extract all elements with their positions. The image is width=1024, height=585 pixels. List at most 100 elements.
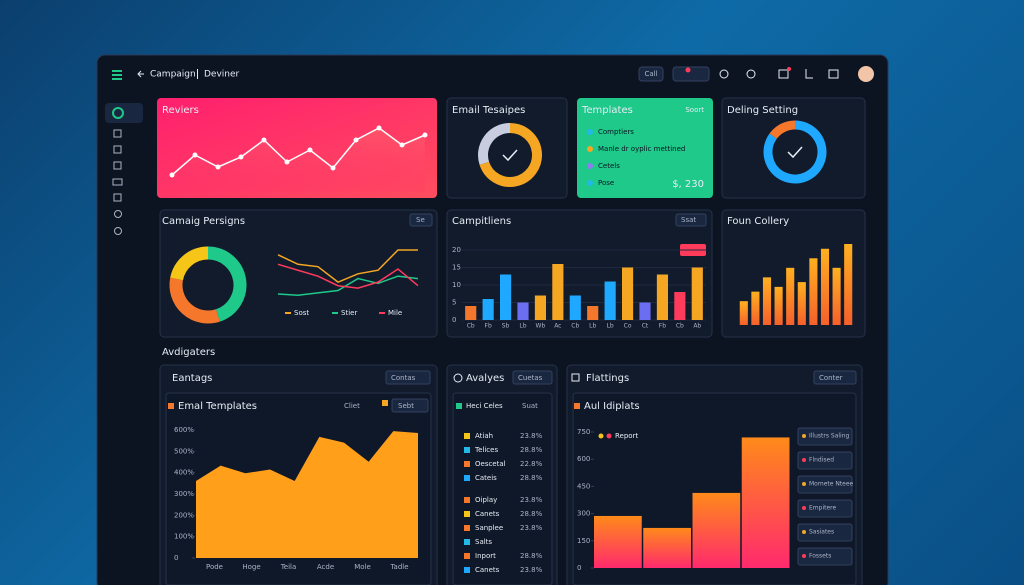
eantags-select[interactable] [391, 398, 429, 413]
separator [197, 69, 198, 79]
list-bullet [464, 511, 470, 517]
analyses-menu-label: Cuetas [518, 374, 543, 382]
bar [797, 282, 806, 325]
search-icon[interactable] [719, 69, 729, 79]
eantags-title: Eantags [172, 373, 212, 384]
templates-action[interactable]: Soort [685, 106, 704, 114]
campaign-menu[interactable] [409, 213, 433, 227]
template-item: Pose [598, 179, 614, 187]
bar [569, 295, 581, 320]
y-tick-label: 10 [452, 281, 461, 289]
call-button[interactable] [638, 66, 664, 82]
item-value: 28.8% [520, 474, 543, 482]
side-item-label: Flndised [809, 457, 834, 464]
competitions-menu[interactable] [675, 213, 707, 227]
list-bullet [587, 146, 593, 152]
x-tick-label: Lb [589, 323, 596, 330]
donut-segment [769, 120, 796, 140]
side-bullet [802, 530, 806, 534]
analyses-sort[interactable]: Suat [522, 402, 538, 410]
notification-dot [685, 67, 691, 73]
donut-segment [763, 120, 827, 184]
bar [774, 286, 783, 325]
x-tick-label: Hoge [242, 563, 260, 571]
donut-segment [479, 123, 542, 187]
bar [594, 515, 642, 568]
point [261, 137, 267, 143]
y-tick-label: 600% [174, 426, 194, 434]
window-icon[interactable] [828, 69, 839, 79]
y-tick-label: 15 [452, 264, 461, 272]
analyses-title: Avalyes [466, 373, 504, 384]
flattings-title: Flattings [586, 373, 629, 384]
bar [499, 274, 512, 320]
templates-title: Templates [581, 105, 633, 116]
eantags-subtitle: Emal Templates [178, 401, 257, 412]
avatar[interactable] [858, 66, 874, 82]
x-tick-label: Cb [676, 323, 684, 330]
x-tick-label: Pode [206, 563, 223, 571]
list-bullet [464, 461, 470, 467]
sidebar-icon[interactable] [113, 129, 122, 138]
reviews-title: Reviers [162, 105, 199, 116]
x-tick-label: Ct [642, 323, 649, 330]
eantags-select-label: Sebt [398, 402, 414, 410]
sidebar-icon[interactable] [112, 178, 123, 186]
eantags-menu[interactable] [385, 370, 431, 385]
donut-segment [478, 123, 511, 165]
sidebar-icon[interactable] [114, 210, 122, 218]
bar [604, 281, 616, 320]
item-value: 28.8% [520, 446, 543, 454]
bar [621, 267, 634, 320]
list-bullet [587, 180, 593, 186]
side-item-label: Empitere [809, 505, 836, 512]
point [422, 132, 428, 138]
bar [692, 492, 741, 568]
legend-label: Mile [388, 309, 402, 317]
notification-button[interactable] [672, 66, 710, 82]
item-value: 22.8% [520, 460, 543, 468]
legend-label: Stier [341, 309, 357, 317]
foun-title: Foun Collery [727, 216, 789, 227]
y-tick-label: 750 [577, 428, 590, 436]
phone-icon[interactable] [805, 69, 813, 79]
back-arrow[interactable] [137, 70, 144, 78]
x-tick-label: Tadle [389, 563, 408, 571]
sidebar-icon [112, 107, 124, 119]
item-value: 23.8% [520, 496, 543, 504]
flattings-menu[interactable] [813, 370, 857, 385]
bar [741, 437, 790, 568]
bar [534, 295, 547, 320]
sidebar-icon[interactable] [113, 161, 122, 170]
settings-icon[interactable] [746, 69, 756, 79]
check-icon [787, 146, 803, 159]
sidebar-icon[interactable] [113, 193, 122, 202]
bullet [456, 403, 462, 409]
menu-icon[interactable] [112, 70, 122, 72]
mail-icon[interactable] [778, 69, 789, 79]
item-name: Oiplay [475, 496, 497, 504]
bar [832, 267, 841, 325]
sidebar-icon[interactable] [114, 227, 122, 235]
list-bullet [464, 497, 470, 503]
item-value: 28.8% [520, 552, 543, 560]
sidebar [105, 103, 143, 235]
item-value: 23.8% [520, 524, 543, 532]
analyses-menu[interactable] [512, 370, 553, 385]
x-tick-label: Fb [659, 323, 666, 330]
point [192, 152, 198, 158]
sidebar-icon[interactable] [113, 145, 122, 154]
list-bullet [464, 567, 470, 573]
side-item [797, 523, 853, 542]
x-tick-label: Teila [280, 563, 297, 571]
list-bullet [464, 447, 470, 453]
reviews-line [171, 127, 426, 176]
eantags-client[interactable]: Cliet [344, 402, 360, 410]
x-tick-label: Ac [554, 323, 561, 330]
bar [762, 277, 772, 325]
list-bullet [464, 433, 470, 439]
x-tick-label: Co [624, 323, 632, 330]
side-bullet [802, 506, 806, 510]
panel-icon [571, 373, 580, 382]
